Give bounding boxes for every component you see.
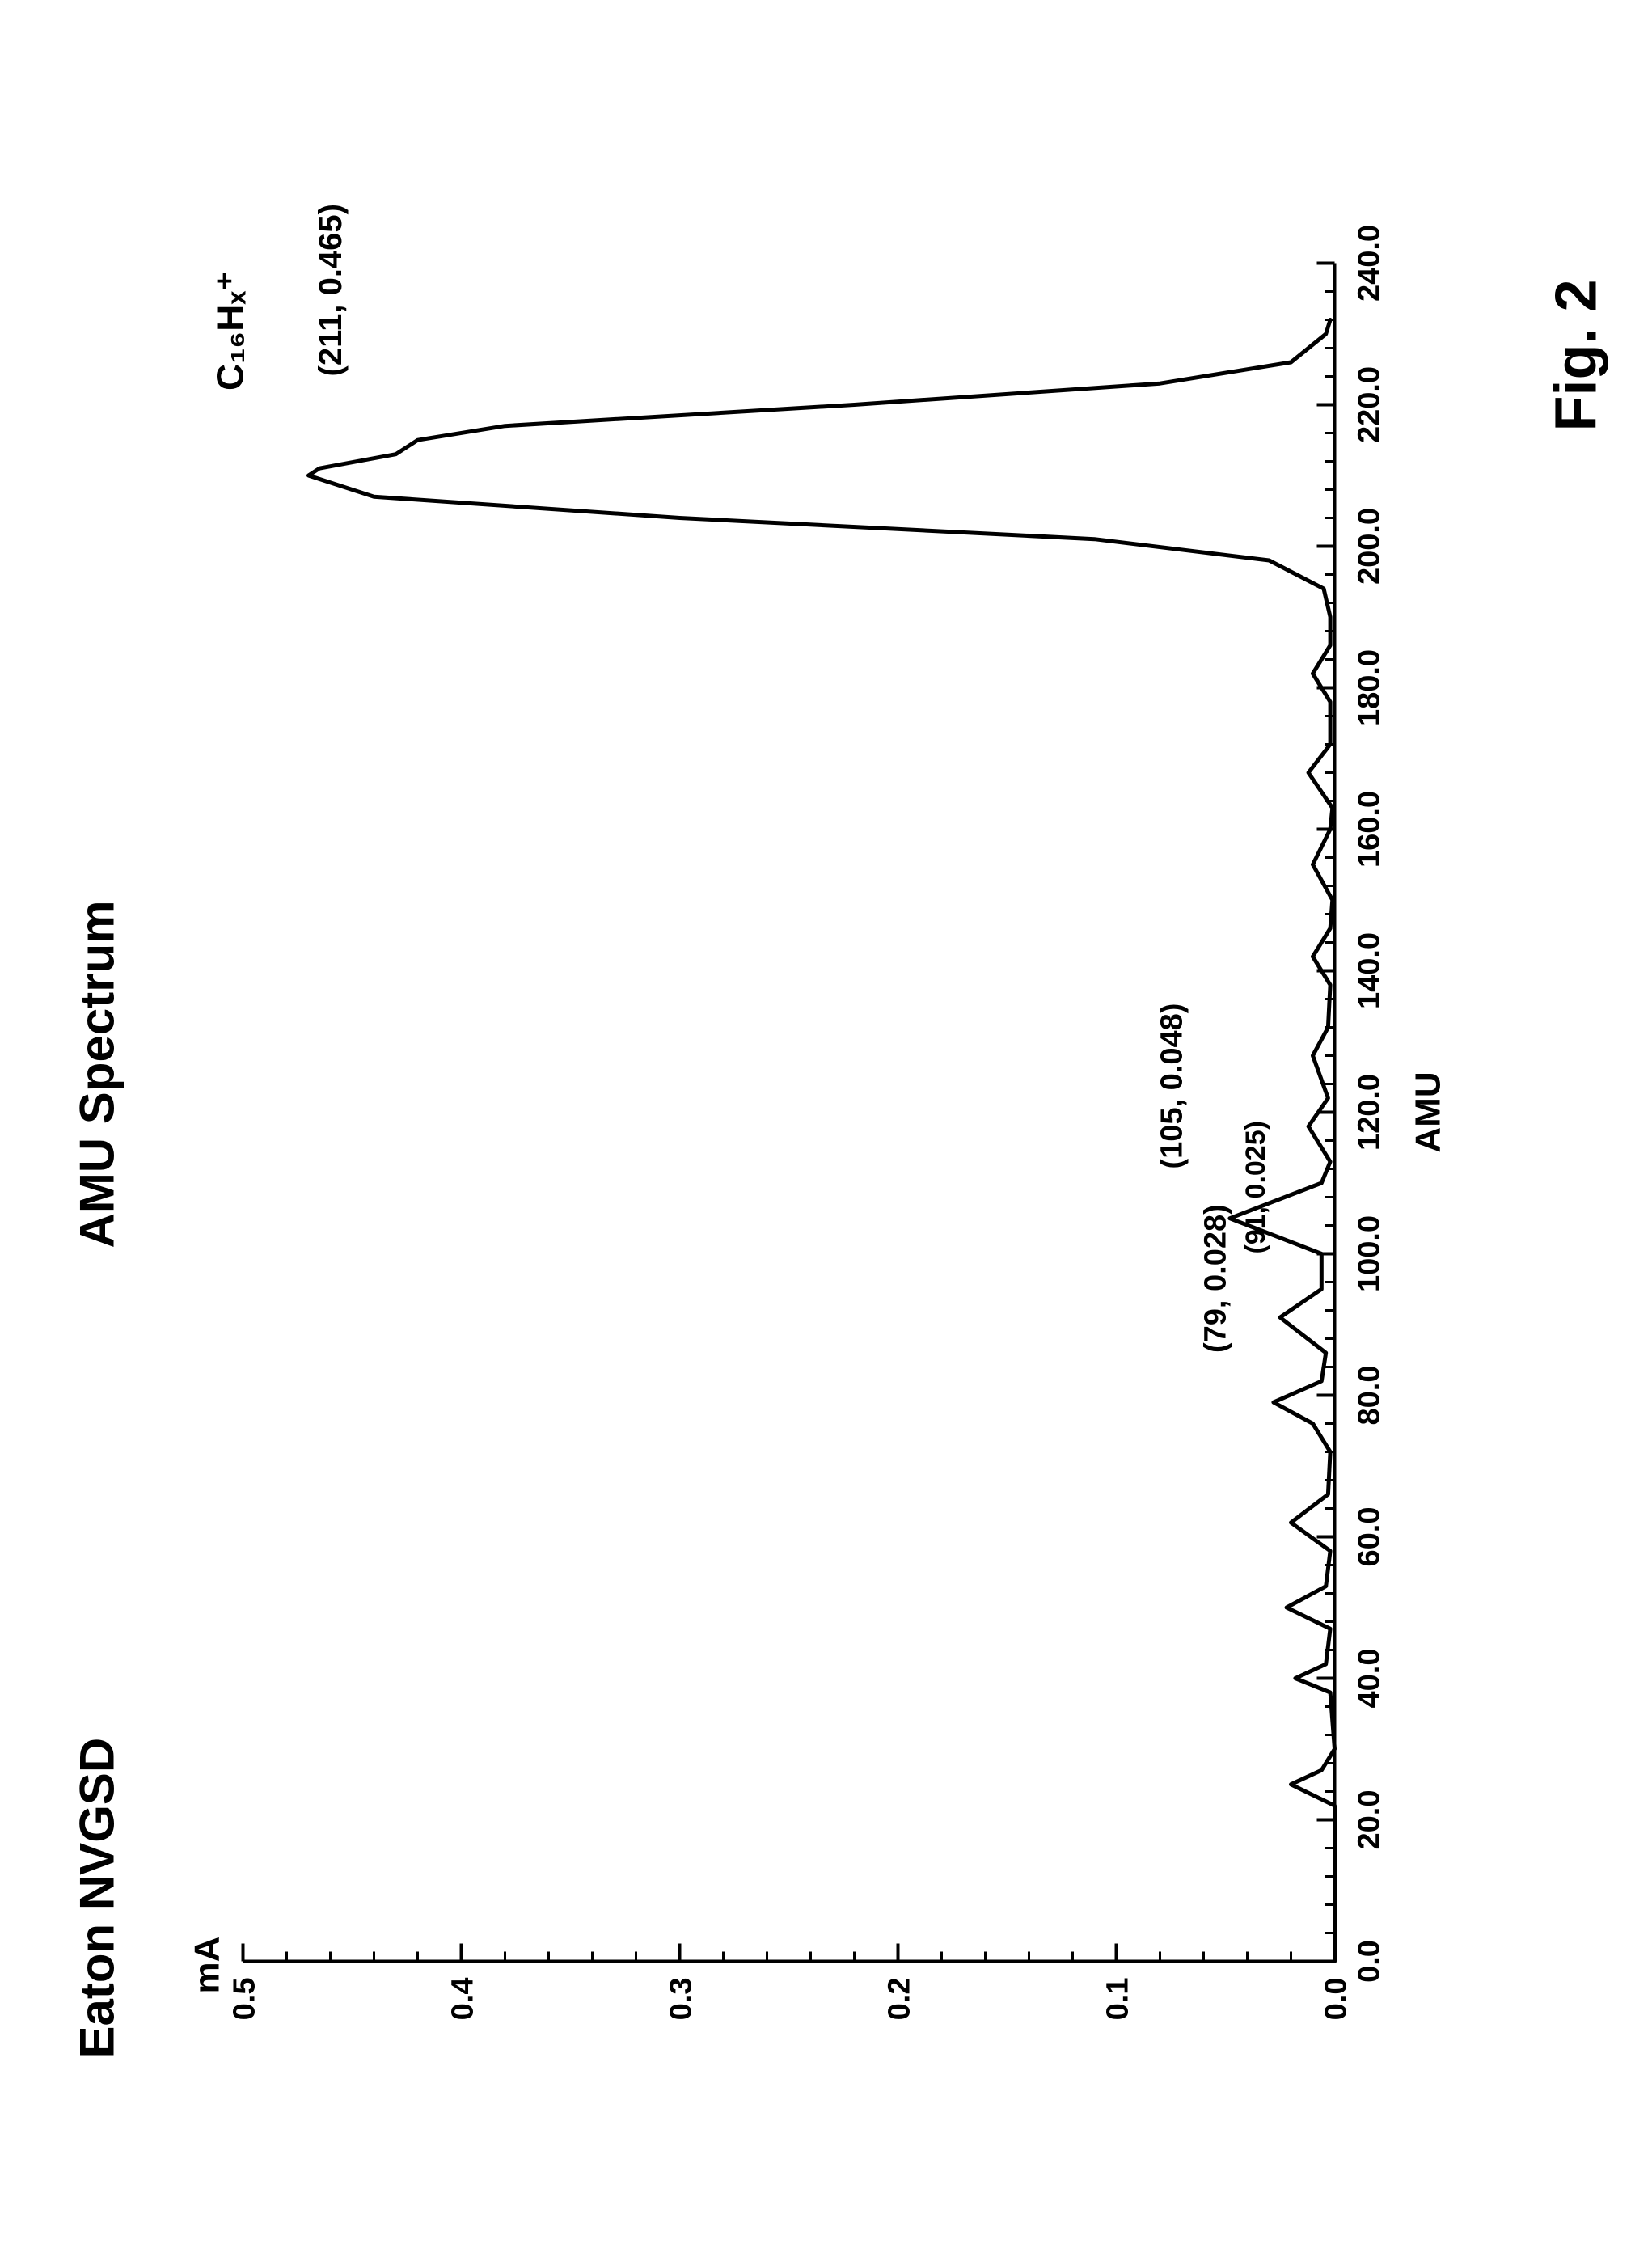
y-tick-label: 0.3 [664,1977,698,2020]
rotated-chart-wrapper: Eaton NVGSD AMU Spectrum mA 0.0 0.1 0.2 0.3 0.4… [0,0,1652,2252]
figure-label: Fig. 2 [1544,279,1608,431]
x-tick-label: 140.0 [1352,932,1386,1008]
y-tick-label: 0.4 [446,1977,480,2020]
x-tick-label: 100.0 [1352,1215,1386,1291]
header-left: Eaton NVGSD [70,1737,124,2058]
annotation-3: (79, 0.028) [1198,1204,1232,1353]
x-tick-label: 160.0 [1352,790,1386,867]
y-tick-label: 0.5 [227,1977,261,2020]
x-tick-label: 0.0 [1352,1940,1386,1983]
y-tick-label: 0.1 [1101,1977,1134,2020]
x-tick-label: 240.0 [1352,224,1386,301]
annotation-0: C₁₆Hₓ⁺ [209,271,251,390]
annotation-1: (211, 0.465) [313,204,349,377]
x-tick-label: 60.0 [1352,1506,1386,1566]
amu-spectrum-chart: Eaton NVGSD AMU Spectrum mA 0.0 0.1 0.2 0.3 0.4… [0,0,1652,2252]
page: Eaton NVGSD AMU Spectrum mA 0.0 0.1 0.2 0.3 0.4… [0,0,1652,2252]
annotation-2: (105, 0.048) [1155,1003,1189,1168]
x-tick-label: 80.0 [1352,1365,1386,1425]
x-tick-label: 200.0 [1352,507,1386,584]
x-tick-label: 180.0 [1352,649,1386,725]
x-tick-label: 40.0 [1352,1648,1386,1708]
header-center: AMU Spectrum [70,900,124,1248]
y-tick-label: 0.0 [1319,1977,1353,2020]
annotation-4: (91, 0.025) [1240,1121,1271,1253]
x-tick-label: 120.0 [1352,1073,1386,1150]
x-tick-label: 220.0 [1352,365,1386,442]
x-tick-label: 20.0 [1352,1789,1386,1849]
x-axis-label: AMU [1408,1071,1447,1152]
y-axis-label: mA [187,1936,226,1993]
y-tick-label: 0.2 [882,1977,916,2020]
